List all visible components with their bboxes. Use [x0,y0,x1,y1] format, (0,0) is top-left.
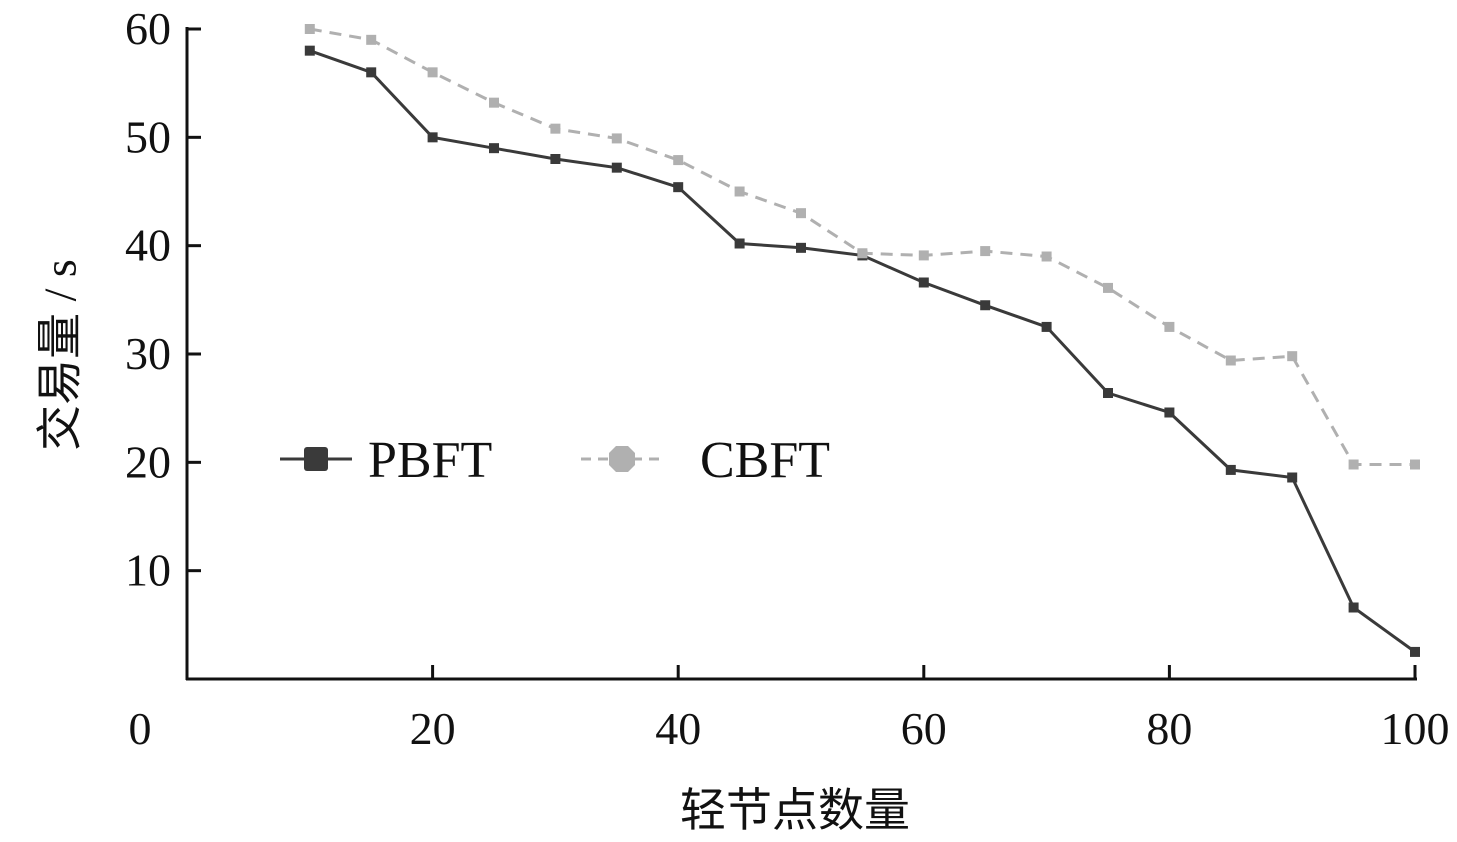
x-tick-label-20: 20 [410,703,456,754]
point-cbft-50 [796,208,806,219]
legend-label-cbft: CBFT [700,432,830,489]
point-pbft-15 [366,67,377,78]
point-pbft-25 [489,143,499,154]
x-tick-label-60: 60 [901,703,947,754]
point-cbft-10 [304,24,315,34]
point-cbft-70 [1041,251,1052,262]
point-cbft-100 [1410,459,1420,470]
point-pbft-60 [918,277,929,288]
point-pbft-85 [1225,464,1236,475]
point-pbft-100 [1410,646,1420,657]
point-pbft-75 [1103,388,1113,398]
point-cbft-75 [1103,282,1113,293]
point-pbft-20 [427,132,438,143]
x-tick-label-80: 80 [1146,703,1192,754]
legend-marker-cbft [609,446,635,472]
point-cbft-65 [980,246,991,257]
origin-label: 0 [129,703,152,754]
point-pbft-40 [673,182,684,193]
y-tick-label-30: 30 [125,328,171,379]
legend-label-pbft: PBFT [368,432,492,489]
point-cbft-95 [1348,459,1359,470]
point-pbft-80 [1164,407,1175,418]
point-cbft-85 [1225,355,1236,366]
series-line-cbft [309,27,1415,466]
x-axis-title: 轻节点数量 [680,785,910,836]
point-cbft-40 [673,155,684,166]
point-pbft-30 [550,154,561,164]
point-pbft-35 [611,162,622,173]
ticks: 10 20 30 40 50 60 20 40 60 80 100 [125,3,1450,754]
y-axis-title: 交易量 / s [35,259,86,451]
point-pbft-50 [796,242,806,253]
axes [185,27,1417,681]
point-pbft-70 [1041,321,1052,332]
point-cbft-90 [1287,351,1298,362]
point-pbft-45 [734,238,745,249]
point-cbft-60 [918,250,929,261]
point-pbft-65 [980,300,991,311]
point-cbft-55 [857,248,868,259]
point-cbft-30 [550,123,561,134]
legend-item-pbft: PBFT [280,432,492,489]
point-pbft-90 [1287,472,1298,483]
series-layer [304,24,1420,657]
point-cbft-15 [366,34,377,45]
point-pbft-95 [1348,602,1359,613]
point-cbft-25 [489,97,499,108]
point-cbft-20 [427,67,438,78]
y-tick-label-50: 50 [125,111,171,162]
point-pbft-10 [304,45,315,56]
point-cbft-35 [611,133,622,144]
y-tick-label-60: 60 [125,3,171,54]
series-pbft [304,45,1420,657]
y-tick-label-10: 10 [125,545,171,596]
legend: PBFT CBFT [280,432,830,489]
point-cbft-45 [734,186,745,197]
x-tick-label-100: 100 [1381,703,1450,754]
legend-item-cbft: CBFT [581,432,830,489]
x-tick-label-40: 40 [655,703,701,754]
series-cbft [304,24,1420,470]
legend-marker-pbft [304,447,328,471]
point-cbft-80 [1164,321,1175,332]
y-tick-label-20: 20 [125,436,171,487]
series-line-pbft [309,49,1416,654]
y-tick-label-40: 40 [125,220,171,271]
